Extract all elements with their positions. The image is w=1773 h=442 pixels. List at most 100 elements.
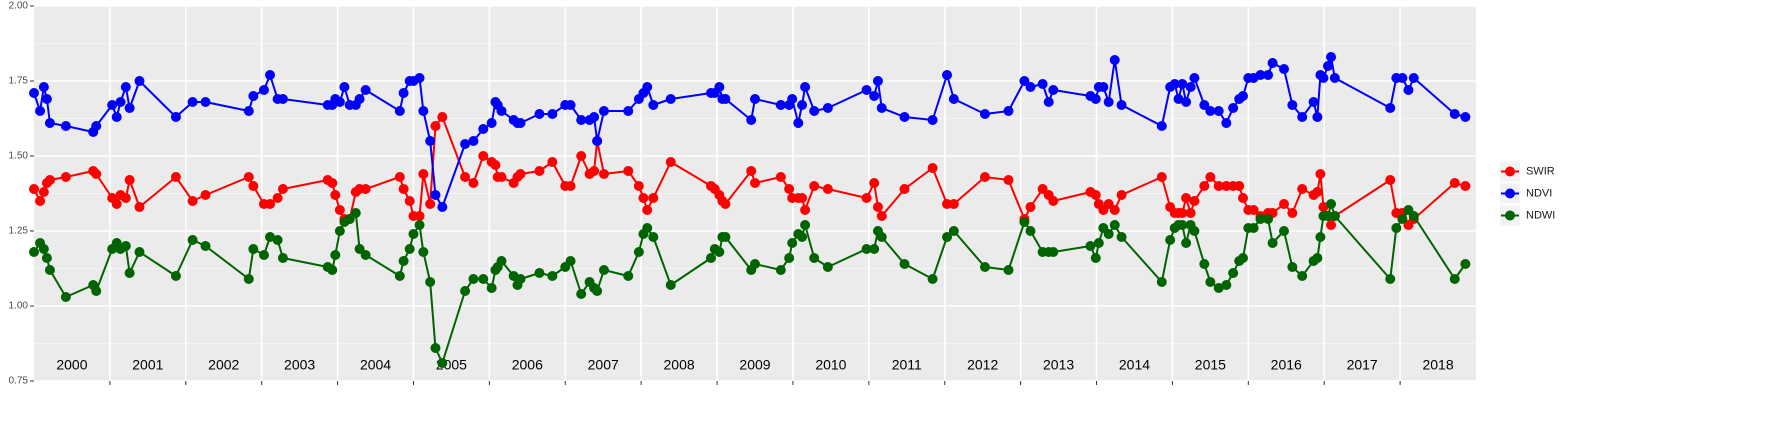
data-point [1037, 79, 1048, 89]
data-point [1263, 70, 1274, 80]
data-point [478, 124, 489, 134]
data-point [1397, 214, 1408, 224]
data-point [1228, 268, 1239, 278]
data-point [404, 244, 415, 254]
data-point [354, 94, 365, 104]
data-point [1385, 103, 1396, 113]
data-point [496, 172, 507, 182]
data-point [334, 205, 345, 215]
data-point [344, 214, 355, 224]
data-point [1391, 223, 1402, 233]
y-tick-label: 1.00 [9, 301, 29, 312]
data-point [277, 94, 288, 104]
data-point [598, 169, 609, 179]
data-point [1385, 274, 1396, 284]
data-point [927, 115, 938, 125]
data-point [243, 274, 254, 284]
data-point [91, 169, 102, 179]
data-point [1098, 82, 1109, 92]
data-point [414, 220, 425, 230]
data-point [1205, 172, 1216, 182]
data-point [1449, 274, 1460, 284]
data-point [1234, 181, 1245, 191]
data-point [124, 268, 135, 278]
data-point [1248, 223, 1259, 233]
data-point [750, 178, 760, 188]
data-point [638, 193, 649, 203]
data-point [327, 265, 338, 275]
year-label: 2006 [512, 357, 543, 373]
year-label: 2009 [739, 357, 770, 373]
data-point [1109, 205, 1120, 215]
data-point [430, 190, 441, 200]
data-point [425, 136, 436, 146]
data-point [1460, 181, 1471, 191]
data-point [120, 82, 131, 92]
data-point [1205, 106, 1216, 116]
data-point [1169, 79, 1180, 89]
year-label: 2010 [815, 357, 846, 373]
data-point [809, 106, 820, 116]
data-point [665, 157, 676, 167]
data-point [248, 181, 259, 191]
data-point [1185, 208, 1196, 218]
data-point [187, 235, 198, 245]
data-point [35, 106, 46, 116]
data-point [576, 151, 587, 161]
data-point [243, 106, 254, 116]
data-point [876, 232, 887, 242]
data-point [134, 247, 145, 257]
legend-label: NDVI [1526, 187, 1552, 199]
data-point [948, 226, 959, 236]
data-point [111, 112, 122, 122]
data-point [398, 256, 409, 266]
data-point [134, 202, 145, 212]
data-point [948, 94, 959, 104]
data-point [360, 184, 371, 194]
data-point [330, 190, 341, 200]
data-point [468, 178, 479, 188]
data-point [38, 244, 49, 254]
data-point [576, 115, 587, 125]
data-point [1103, 199, 1114, 209]
year-label: 2000 [56, 357, 87, 373]
data-point [869, 178, 880, 188]
data-point [746, 166, 757, 176]
data-point [1278, 226, 1289, 236]
data-point [460, 172, 471, 182]
data-point [800, 220, 811, 230]
data-point [200, 97, 211, 107]
data-point [598, 265, 609, 275]
data-point [1297, 184, 1308, 194]
data-point [44, 265, 55, 275]
data-point [623, 271, 634, 281]
data-point [565, 181, 576, 191]
data-point [1278, 199, 1289, 209]
data-point [1116, 190, 1127, 200]
data-point [170, 271, 181, 281]
data-point [1025, 226, 1036, 236]
data-point [1048, 196, 1059, 206]
data-point [642, 205, 653, 215]
data-point [418, 169, 429, 179]
data-point [134, 76, 145, 86]
data-point [394, 271, 405, 281]
data-point [1221, 280, 1232, 290]
year-label: 2003 [284, 357, 315, 373]
data-point [648, 193, 659, 203]
data-point [714, 82, 725, 92]
data-point [478, 151, 489, 161]
data-point [44, 175, 55, 185]
year-label: 2014 [1119, 357, 1150, 373]
data-point [1177, 208, 1188, 218]
data-point [1090, 94, 1101, 104]
data-point [1287, 100, 1298, 110]
data-point [272, 193, 283, 203]
data-point [91, 121, 102, 131]
data-point [547, 271, 558, 281]
data-point [598, 106, 609, 116]
data-point [1003, 106, 1014, 116]
data-point [1326, 199, 1337, 209]
data-point [942, 232, 953, 242]
year-label: 2011 [892, 357, 922, 373]
